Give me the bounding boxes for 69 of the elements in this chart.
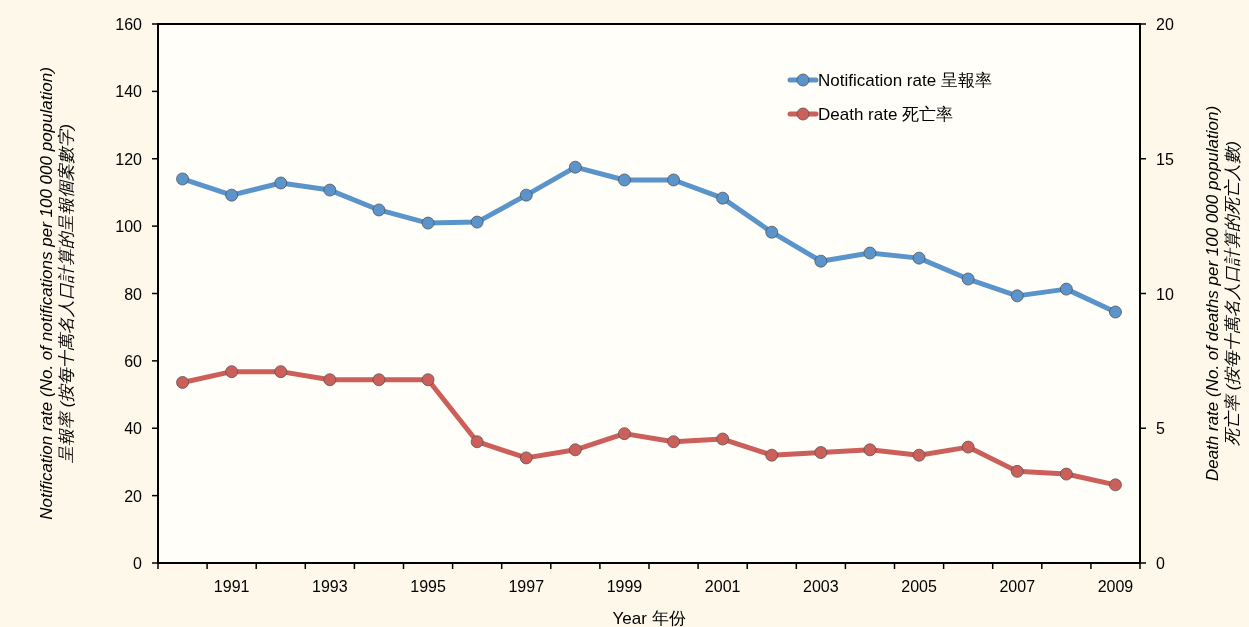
point xyxy=(1059,282,1073,296)
x-tick-label: 1993 xyxy=(312,578,348,595)
point xyxy=(863,443,877,457)
y-tick-label: 80 xyxy=(124,285,143,303)
point xyxy=(667,435,680,449)
point xyxy=(372,373,386,387)
x-tick-label: 1997 xyxy=(508,578,545,595)
y2-tick-label: 0 xyxy=(1156,555,1165,572)
x-tick-label: 2009 xyxy=(1097,578,1134,595)
x-tick-label: 2005 xyxy=(901,578,937,595)
point xyxy=(814,446,828,459)
point xyxy=(176,172,189,186)
point xyxy=(765,225,779,239)
point xyxy=(1010,464,1024,478)
point xyxy=(372,203,386,217)
point xyxy=(912,251,926,265)
y-tick-label: 120 xyxy=(115,150,143,168)
point xyxy=(421,216,435,230)
point xyxy=(274,365,288,379)
point xyxy=(716,432,730,446)
y-tick-label: 60 xyxy=(124,352,143,370)
y2-tick-label: 5 xyxy=(1156,420,1165,438)
y-tick-label: 0 xyxy=(133,555,143,572)
y-tick-label: 160 xyxy=(115,16,143,33)
point xyxy=(618,173,631,187)
y-tick-label: 20 xyxy=(124,487,143,505)
point xyxy=(667,173,680,187)
y-axis-title: Notification rate (No. of notifications per 100 000 population) 呈報率 (按每十萬名人口計算的呈報個案數字) xyxy=(37,67,76,520)
point xyxy=(274,176,288,190)
point xyxy=(421,373,435,387)
point xyxy=(814,254,828,268)
y2-tick-label: 15 xyxy=(1156,150,1174,168)
legend-label: Death rate 死亡率 xyxy=(818,105,954,124)
point xyxy=(519,451,533,465)
y-tick-label: 40 xyxy=(124,420,143,438)
x-tick-label: 1999 xyxy=(606,578,643,595)
x-axis-title: Year 年份 xyxy=(612,609,686,627)
point xyxy=(225,365,239,379)
y-tick-label: 100 xyxy=(115,218,143,236)
x-tick-label: 1995 xyxy=(410,578,446,595)
x-tick-label: 2007 xyxy=(999,578,1036,595)
point xyxy=(519,188,533,202)
point xyxy=(225,188,239,202)
x-tick-label: 2003 xyxy=(803,578,839,595)
point xyxy=(961,272,975,286)
x-tick-label: 2001 xyxy=(704,578,741,595)
point xyxy=(961,440,975,454)
point xyxy=(716,191,730,205)
point xyxy=(1059,467,1073,481)
y2-tick-label: 10 xyxy=(1156,285,1174,303)
point xyxy=(765,448,779,462)
point xyxy=(568,160,582,174)
point xyxy=(912,448,926,462)
point xyxy=(323,373,337,387)
point xyxy=(863,246,877,260)
x-tick-label: 1991 xyxy=(213,578,250,595)
point xyxy=(568,443,582,457)
point xyxy=(323,183,337,197)
legend-label: Notification rate 呈報率 xyxy=(818,71,992,90)
point xyxy=(176,376,189,389)
point xyxy=(1010,289,1024,303)
point xyxy=(1109,305,1122,319)
point xyxy=(470,215,484,229)
y-tick-label: 140 xyxy=(115,83,143,101)
y2-tick-label: 20 xyxy=(1156,16,1174,33)
point xyxy=(470,435,484,449)
y2-axis-title: Death rate (No. of deaths per 100 000 population) 死亡率 (按每十萬名人口計算的死亡人數) xyxy=(1203,105,1242,482)
point xyxy=(618,427,631,441)
point xyxy=(1109,478,1122,492)
